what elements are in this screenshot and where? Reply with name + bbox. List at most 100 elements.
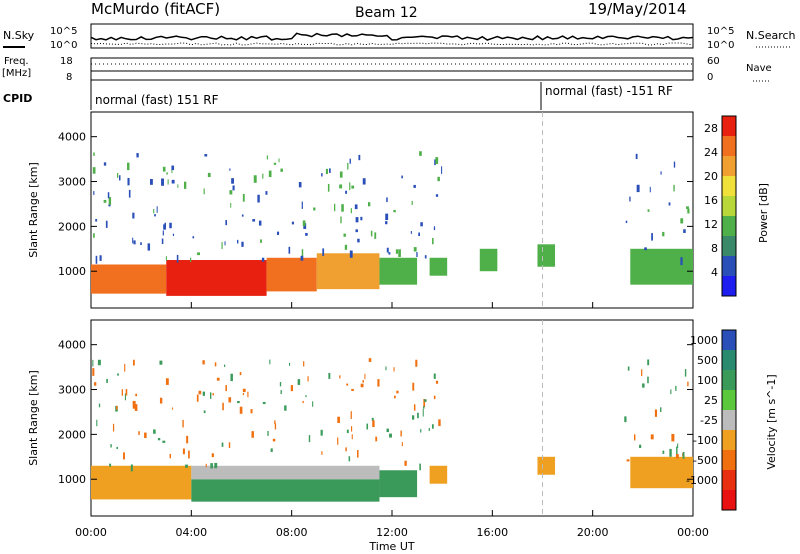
heatmap-cell <box>140 242 142 245</box>
heatmap-cell <box>96 419 98 427</box>
heatmap-cell <box>165 256 167 261</box>
heatmap-cell <box>356 217 359 221</box>
heatmap-cell <box>163 224 166 230</box>
heatmap-cell <box>349 250 353 258</box>
heatmap-cell <box>92 359 94 367</box>
colorbar-tick-label: 25 <box>704 394 718 407</box>
heatmap-cell <box>366 423 369 430</box>
colorbar-segment <box>722 256 736 277</box>
heatmap-cell <box>225 385 227 392</box>
heatmap-cell <box>395 249 399 254</box>
heatmap-cell <box>401 442 403 447</box>
heatmap-cell <box>171 179 175 184</box>
heatmap-cell <box>153 208 155 214</box>
heatmap-cell <box>212 393 214 396</box>
heatmap-cell <box>93 191 95 195</box>
heatmap-cell <box>662 231 665 237</box>
colorbar-segment <box>722 216 736 237</box>
heatmap-cell <box>438 419 441 427</box>
cpid-label: CPID <box>3 92 32 105</box>
heatmap-cell <box>385 366 387 371</box>
heatmap-cell <box>626 459 630 462</box>
heatmap-cell <box>389 433 392 438</box>
power-colorbar-label: Power [dB] <box>757 183 770 243</box>
heatmap-cell <box>320 429 323 436</box>
heatmap-cell <box>222 402 224 411</box>
heatmap-cell <box>265 191 268 195</box>
heatmap-cell <box>297 379 301 385</box>
heatmap-cell <box>362 178 366 185</box>
heatmap-cell <box>171 165 175 171</box>
heatmap-cell <box>251 431 254 438</box>
heatmap-cell <box>328 372 331 379</box>
heatmap-cell <box>364 373 366 380</box>
heatmap-cell <box>230 202 232 208</box>
colorbar-segment <box>722 330 736 351</box>
heatmap-cell <box>109 463 112 467</box>
heatmap-cell <box>349 182 351 191</box>
heatmap-cell <box>185 464 188 468</box>
heatmap-band <box>166 260 267 296</box>
nsky-trace <box>90 32 694 41</box>
heatmap-cell <box>341 204 344 212</box>
heatmap-cell <box>386 428 389 433</box>
heatmap-cell <box>355 229 358 233</box>
heatmap-cell <box>203 188 205 195</box>
heatmap-cell <box>156 206 158 213</box>
heatmap-cell <box>651 233 653 241</box>
heatmap-cell <box>432 238 434 245</box>
heatmap-cell <box>333 203 336 212</box>
heatmap-cell <box>372 420 375 428</box>
heatmap-cell <box>172 233 175 236</box>
heatmap-cell <box>675 385 677 391</box>
heatmap-cell <box>418 232 420 237</box>
heatmap-cell <box>647 209 650 212</box>
heatmap-cell <box>274 420 276 425</box>
colorbar-segment <box>722 350 736 371</box>
heatmap-cell <box>190 257 192 263</box>
heatmap-band <box>630 248 693 285</box>
heatmap-cell <box>684 369 687 377</box>
heatmap-cell <box>676 446 678 455</box>
colorbar-tick-label: -100 <box>693 434 718 447</box>
heatmap-band <box>537 456 556 475</box>
time-xlabel: Time UT <box>368 540 414 553</box>
heatmap-cell <box>237 401 240 404</box>
heatmap-cell <box>302 400 304 404</box>
heatmap-cell <box>169 222 172 229</box>
heatmap-cell <box>677 443 679 448</box>
heatmap-cell <box>348 456 351 462</box>
heatmap-cell <box>272 438 276 442</box>
x-tick-label: 16:00 <box>476 526 508 539</box>
heatmap-cell <box>642 383 645 388</box>
colorbar-tick-label: 4 <box>711 266 718 279</box>
heatmap-cell <box>253 175 257 183</box>
heatmap-cell <box>340 216 342 224</box>
heatmap-cell <box>182 448 185 455</box>
heatmap-cell <box>400 430 402 437</box>
heatmap-cell <box>367 202 371 207</box>
colorbar-tick-label: 20 <box>704 170 718 183</box>
heatmap-cell <box>339 184 343 189</box>
heatmap-cell <box>241 214 244 217</box>
colorbar-segment <box>722 236 736 257</box>
heatmap-cell <box>394 395 396 399</box>
heatmap-cell <box>223 364 226 367</box>
heatmap-band <box>379 257 418 285</box>
heatmap-cell <box>125 389 128 396</box>
heatmap-cell <box>298 182 302 188</box>
colorbar-tick-label: 500 <box>697 354 718 367</box>
heatmap-cell <box>252 219 256 222</box>
heatmap-cell <box>230 373 233 382</box>
heatmap-cell <box>385 213 389 221</box>
heatmap-cell <box>159 360 163 365</box>
nsearch-trace <box>90 42 694 46</box>
freq-panel <box>90 57 694 81</box>
heatmap-cell <box>434 159 436 166</box>
heatmap-cell <box>210 463 213 469</box>
colorbar-frame <box>721 329 737 511</box>
heatmap-cell <box>186 435 189 444</box>
heatmap-cell <box>289 362 291 366</box>
y-tick-label: 1000 <box>58 473 86 486</box>
heatmap-cell <box>636 184 640 193</box>
